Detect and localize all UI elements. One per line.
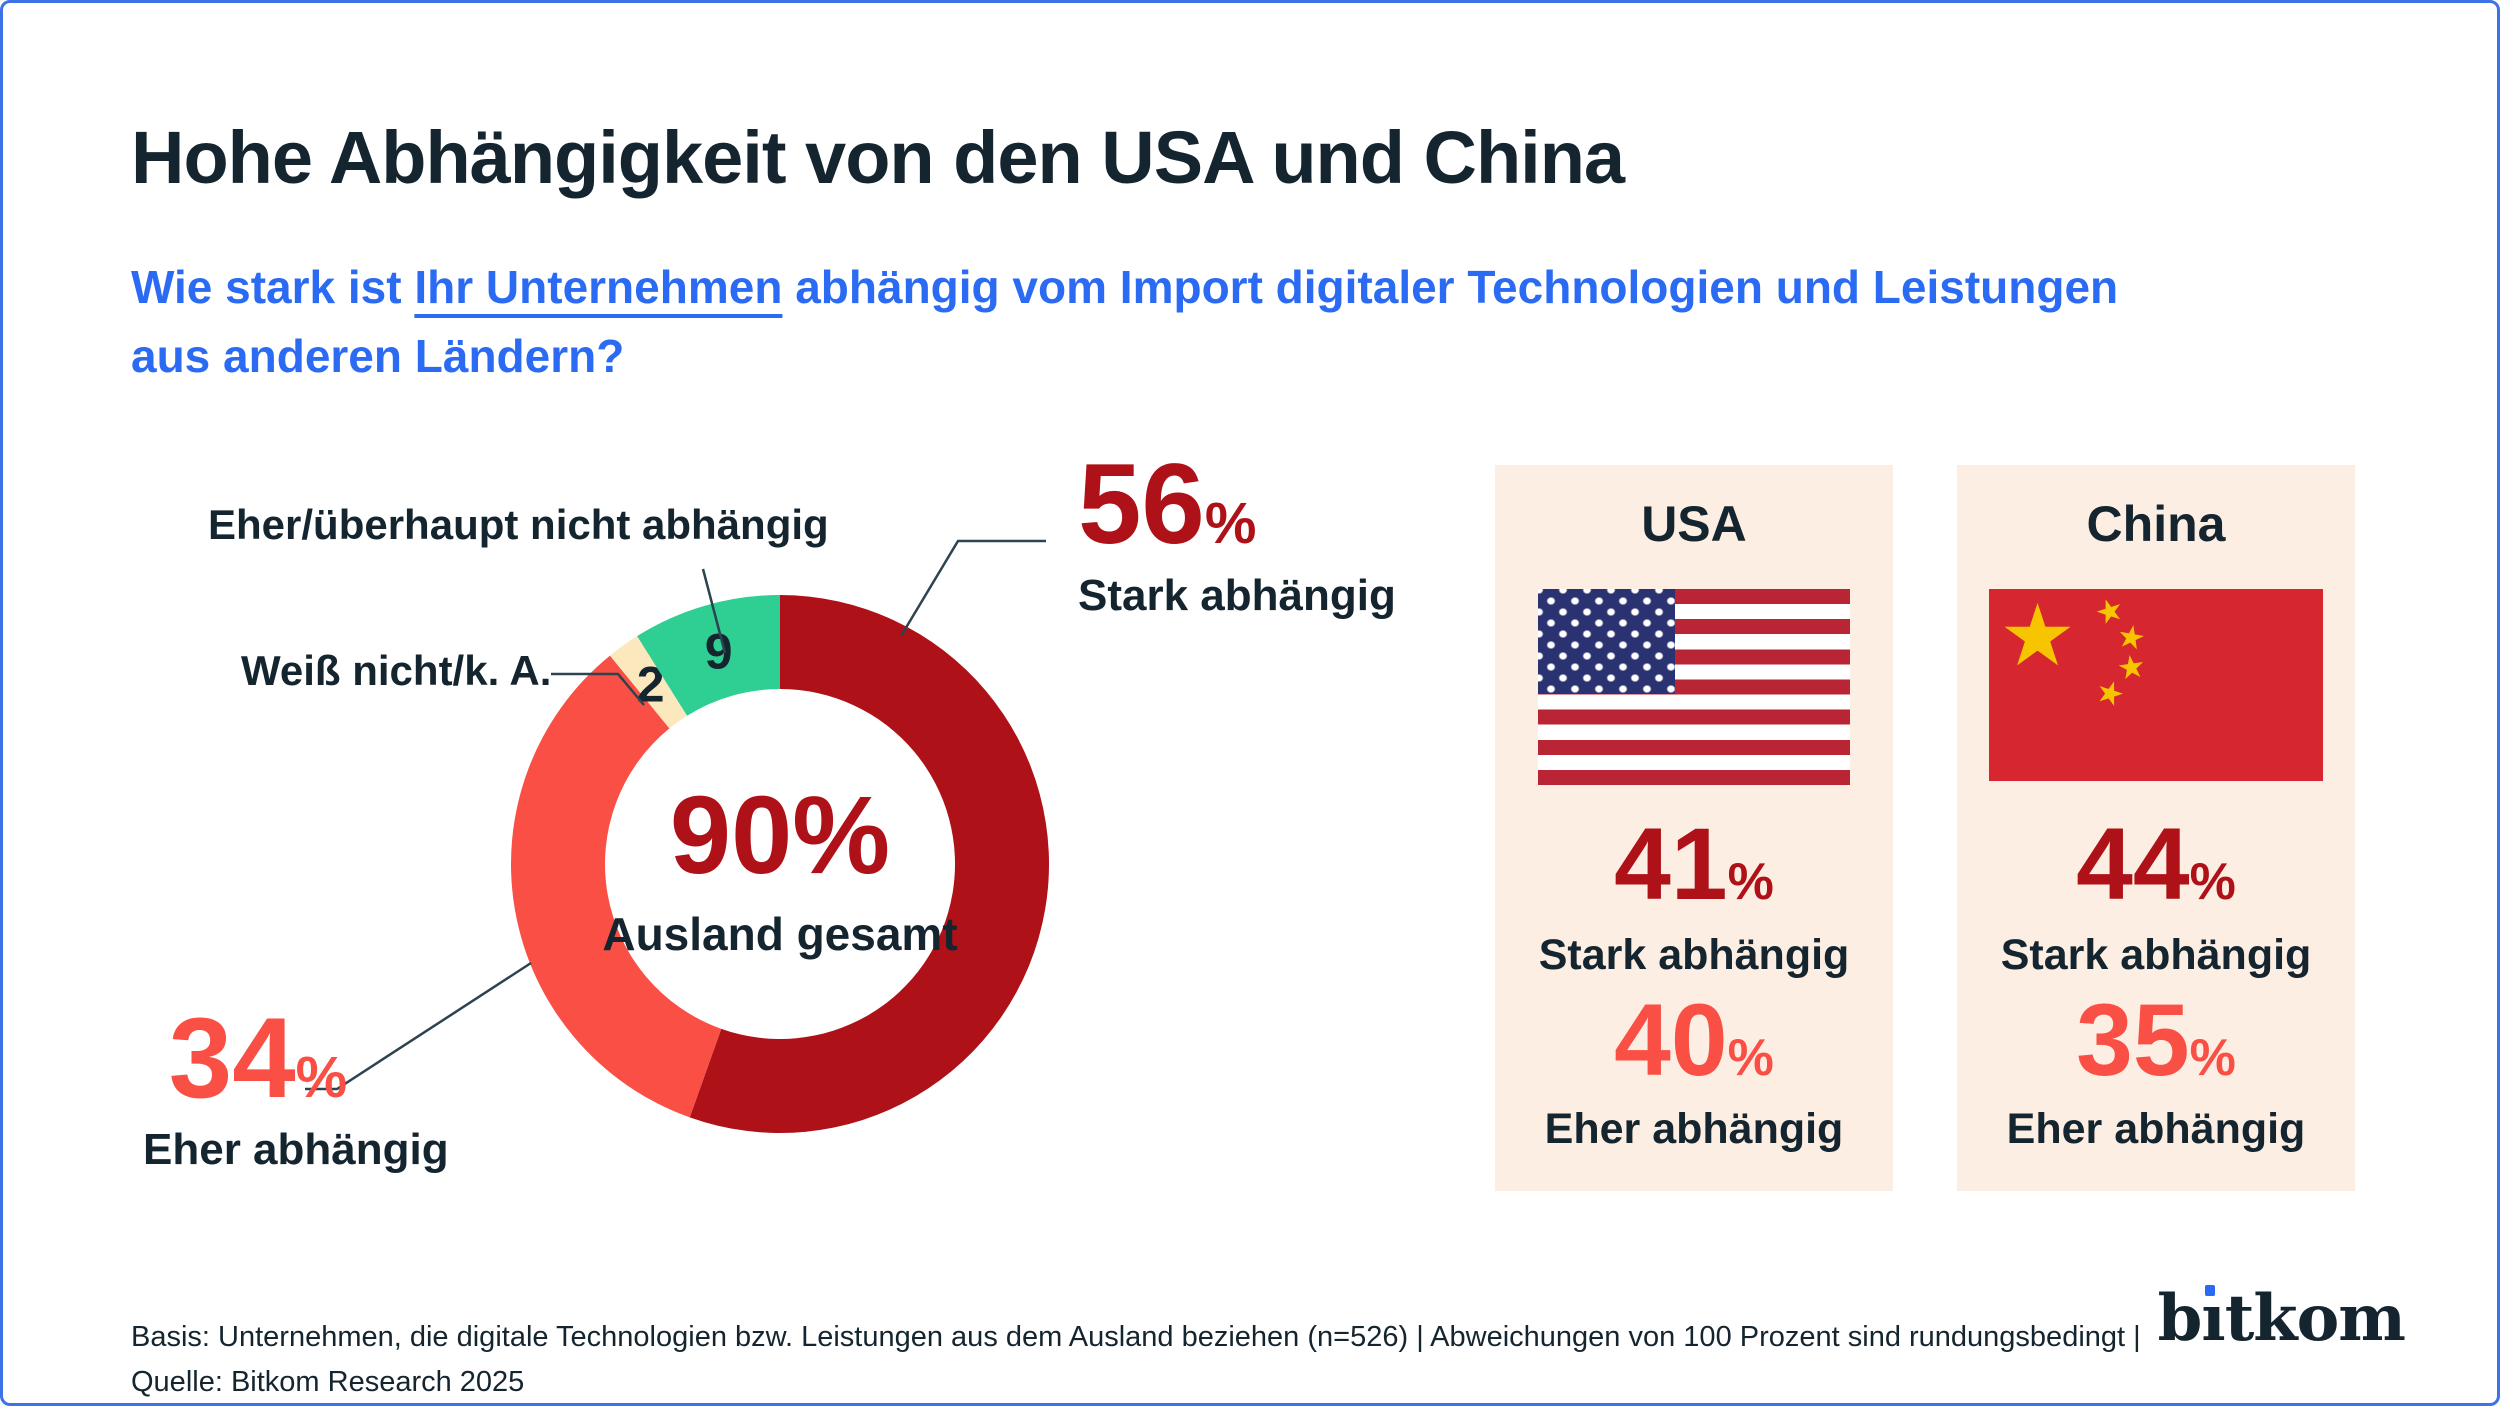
usa-eher-label: Eher abhängig [1544,1105,1844,1153]
question-suffix: abhängig vom Import digitaler Technologi… [782,261,2119,313]
donut-center-callout: 90% Ausland gesamt [580,781,980,961]
stark-label: Stark abhängig [1078,571,1396,621]
us-flag-icon [1538,589,1850,785]
page-title: Hohe Abhängigkeit von den USA und China [131,116,1625,199]
eher-value: 34% [143,1002,373,1116]
center-total-value: 90% [669,774,891,897]
donut-segment [510,655,722,1118]
label-weiss-nicht: Weiß nicht/k. A. [241,647,552,694]
china-eher-number: 35 [2076,983,2190,1097]
logo-text: tkom [2224,1281,2406,1356]
question-prefix: Wie stark ist [131,261,415,313]
china-eher-value: 35% [1957,989,2355,1091]
stark-percent-sign: % [1204,491,1257,556]
china-eher-percent-sign: % [2189,1029,2236,1087]
leader-line-eher [305,961,532,1091]
china-flag-small-star-icon: ★ [2091,671,2130,715]
eher-label: Eher abhängig [143,1125,449,1175]
usa-eher-number: 40 [1614,983,1728,1097]
usa-stark-label: Stark abhängig [1538,931,1850,979]
china-stark-percent-sign: % [2189,853,2236,911]
usa-stark-value: 41% [1495,813,1893,915]
logo-text: b [2157,1281,2203,1356]
china-stark-value: 44% [1957,813,2355,915]
usa-stark-number: 41 [1614,807,1728,921]
donut-chart: 29 [305,539,1049,1133]
question-underlined-phrase: Ihr Unternehmen [414,261,783,313]
source-note: Basis: Unternehmen, die digitale Technol… [131,1315,2251,1403]
label-nicht-abhaengig: Eher/überhaupt nicht abhängig [208,501,829,548]
stark-number: 56 [1078,441,1205,568]
source-note-line1: Basis: Unternehmen, die digitale Technol… [131,1321,2141,1353]
us-flag-canton [1538,589,1676,695]
eher-number: 34 [168,995,296,1122]
callout-stark-abhaengig: 56% Stark abhängig [1078,448,1396,621]
source-note-line2: Quelle: Bitkom Research 2025 [131,1365,525,1398]
usa-card-title: USA [1641,496,1747,552]
stark-value: 56% [1078,448,1396,562]
donut-segment [637,595,780,716]
card-china: China ★ ★ ★ ★ ★ 44% Stark abhängig 35% E… [1957,465,2355,1191]
leader-line-nicht-abhaengig [701,568,727,654]
china-card-title: China [2086,496,2226,552]
callout-eher-abhaengig: 34% Eher abhängig [143,1002,449,1175]
survey-question: Wie stark ist Ihr Unternehmen abhängig v… [131,253,2431,391]
center-total-label: Ausland gesamt [602,908,958,960]
leader-line-weiss-nicht [551,672,645,706]
donut-segment [689,595,1049,1133]
china-stark-label: Stark abhängig [2000,931,2312,979]
usa-stark-percent-sign: % [1727,853,1774,911]
china-flag-big-star-icon: ★ [1999,588,2077,684]
usa-eher-value: 40% [1495,989,1893,1091]
survey-question-line2: aus anderen Ländern? [131,330,625,382]
card-usa: USA 41% Stark abhängig 40% Eher abhängig [1495,465,1893,1191]
logo-i: ı [2201,1281,2225,1356]
donut-segments: 29 [510,595,1049,1133]
china-stark-number: 44 [2076,807,2190,921]
survey-question-line1: Wie stark ist Ihr Unternehmen abhängig v… [131,253,2431,322]
logo-blue-dot [2204,1285,2216,1296]
bitkom-logo: bı tkom [2157,1281,2406,1356]
donut-segment [609,636,688,729]
leader-line-stark [899,539,1046,637]
china-flag-icon: ★ ★ ★ ★ ★ [1989,589,2323,781]
usa-eher-percent-sign: % [1727,1029,1774,1087]
eher-percent-sign: % [295,1045,348,1110]
china-eher-label: Eher abhängig [2006,1105,2306,1153]
